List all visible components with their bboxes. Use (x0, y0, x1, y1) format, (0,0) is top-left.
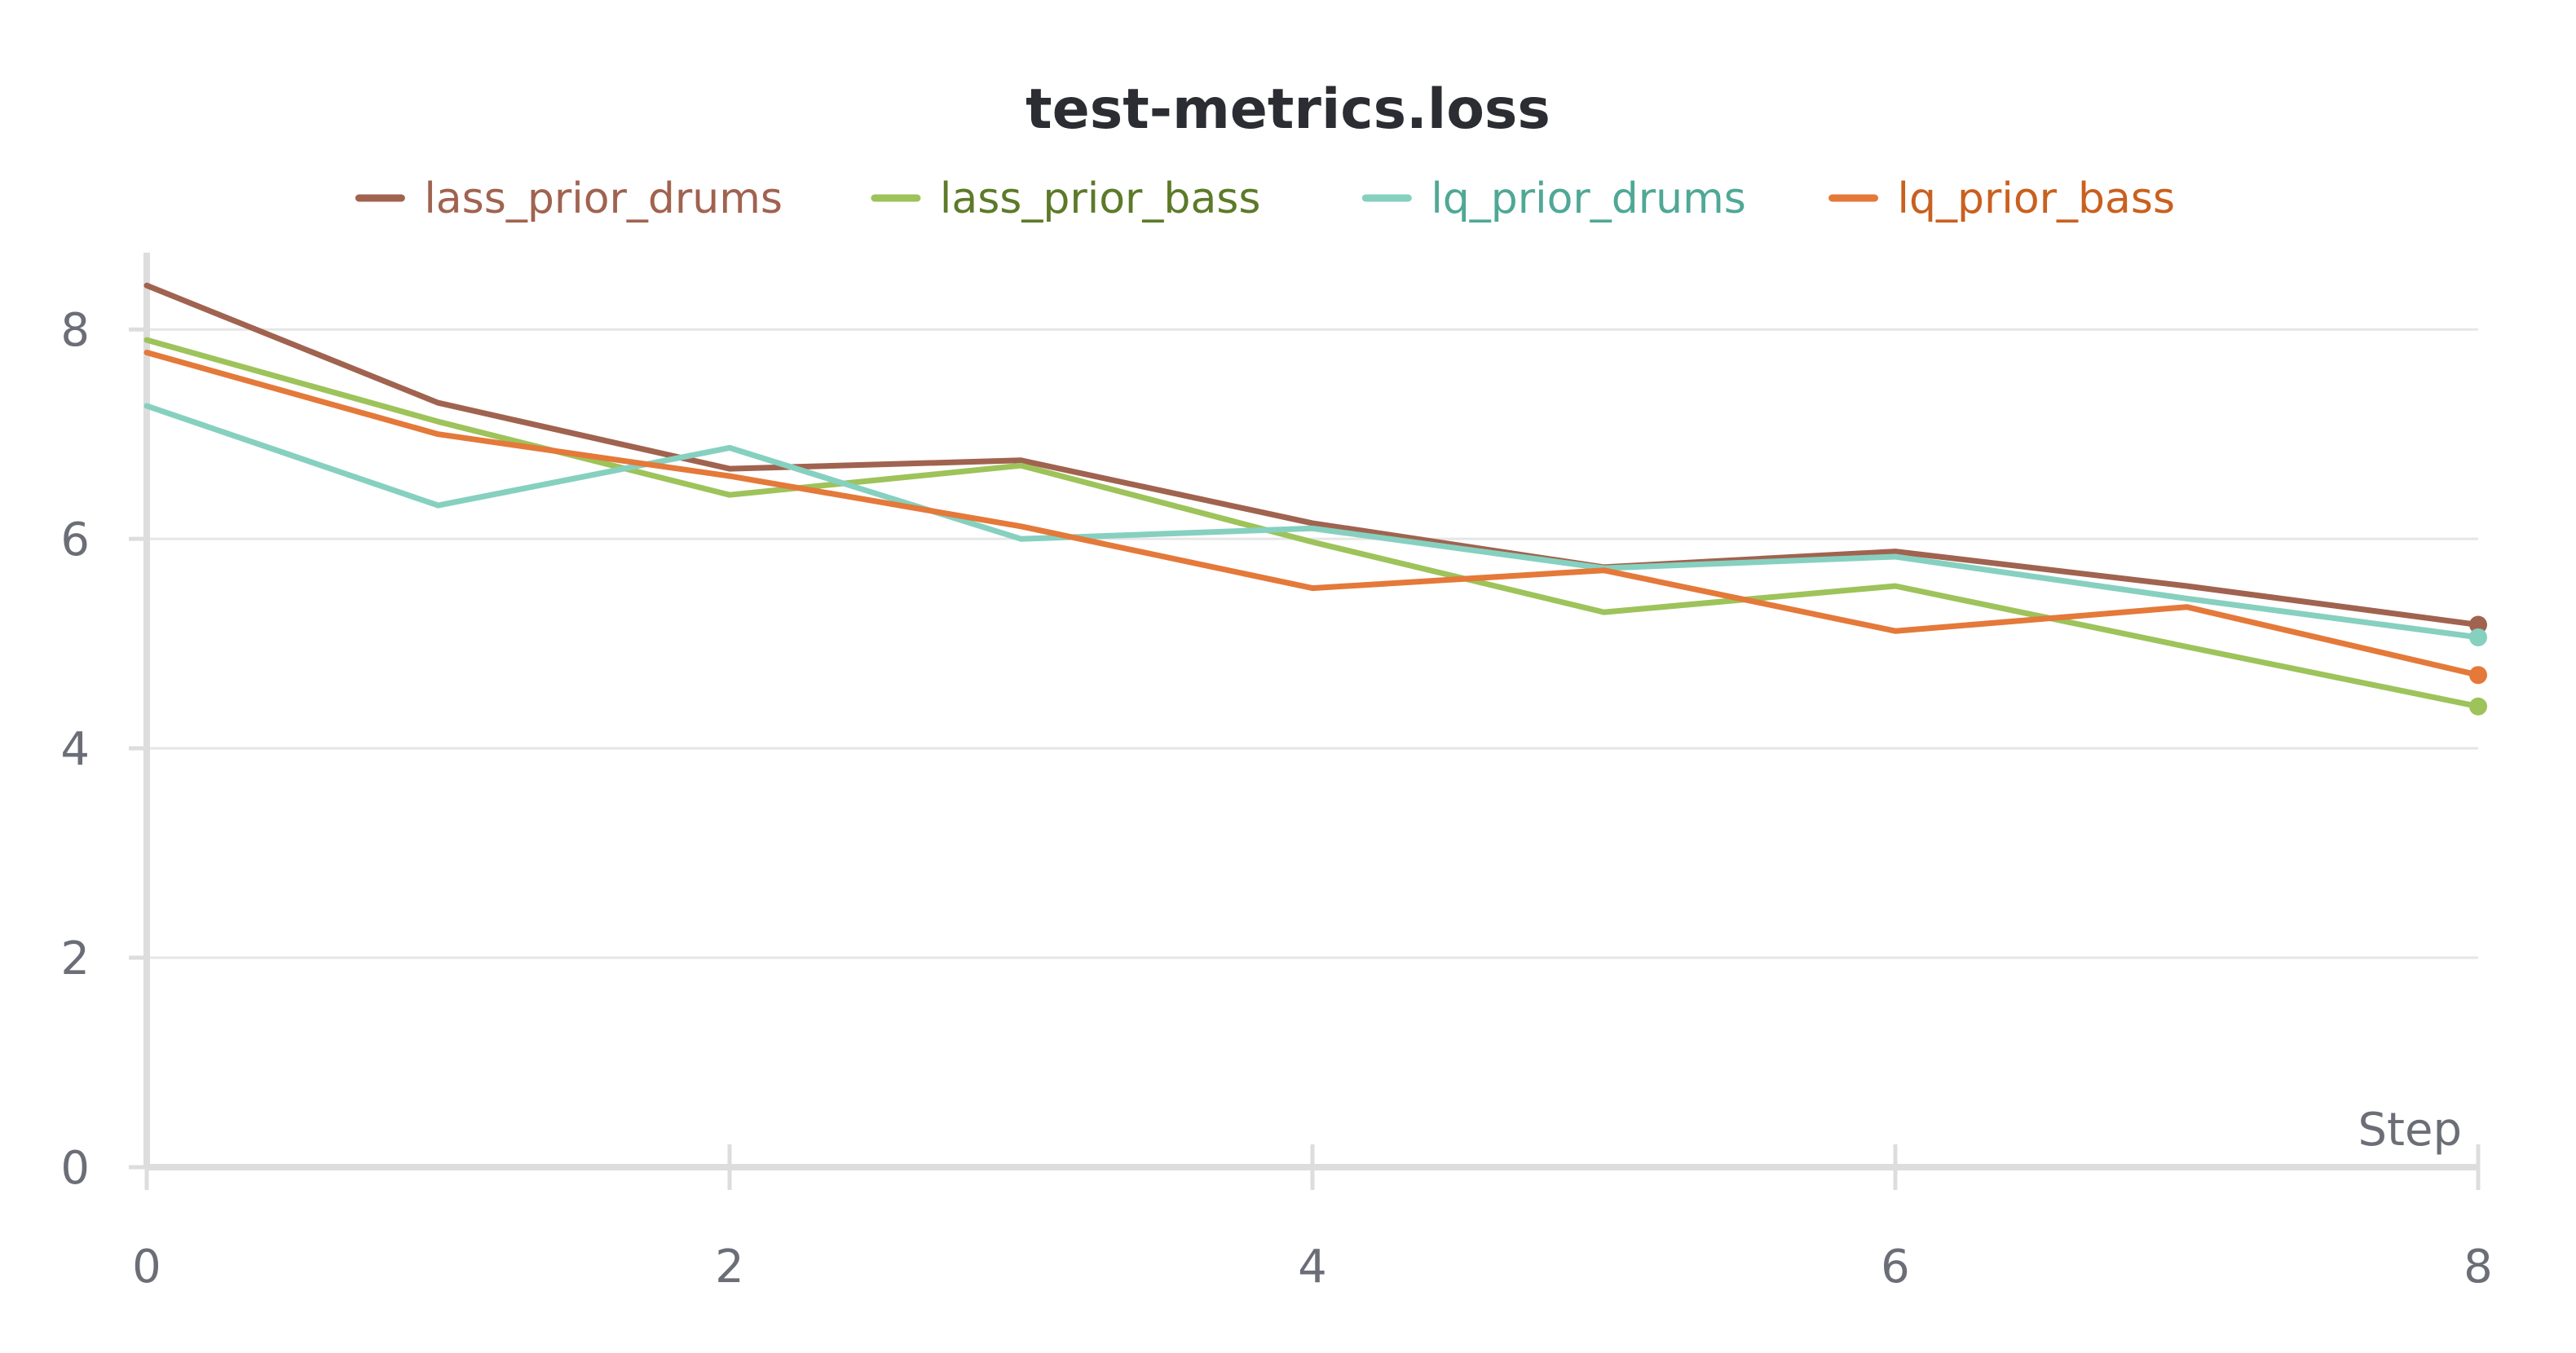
x-axis-title: Step (2358, 1104, 2462, 1157)
legend-label: lass_prior_bass (940, 174, 1261, 223)
series-group (143, 282, 2487, 716)
x-tick-label-0: 0 (132, 1241, 161, 1294)
grid (147, 328, 2478, 959)
axes: 0 2 4 6 8 0 2 4 6 8 (60, 253, 2493, 1294)
y-tick-label-0: 0 (60, 1142, 90, 1195)
chart-title: test-metrics.loss (1026, 77, 1550, 142)
data-point-lq_prior_drums-8[interactable] (2469, 628, 2487, 646)
y-tick-label-2: 2 (60, 932, 90, 985)
legend-label: lq_prior_drums (1431, 174, 1746, 223)
x-tick-label-2: 2 (715, 1241, 744, 1294)
x-tick-label-4: 4 (1298, 1241, 1327, 1294)
legend: lass_prior_drums lass_prior_bass lq_prior_… (355, 174, 2176, 223)
legend-item-lass_prior_bass[interactable]: lass_prior_bass (871, 174, 1261, 223)
series-lq_prior_bass (143, 350, 2487, 685)
series-line-lq_prior_drums[interactable] (143, 403, 2481, 641)
legend-item-lq_prior_bass[interactable]: lq_prior_bass (1828, 174, 2176, 223)
y-tick-label-8: 8 (60, 304, 90, 357)
series-line-lq_prior_bass[interactable] (143, 350, 2481, 678)
legend-item-lq_prior_drums[interactable]: lq_prior_drums (1361, 174, 1746, 223)
x-tick-label-8: 8 (2464, 1241, 2493, 1294)
legend-item-lass_prior_drums[interactable]: lass_prior_drums (355, 174, 783, 223)
y-tick-label-6: 6 (60, 513, 90, 566)
x-tick-label-6: 6 (1881, 1241, 1910, 1294)
series-line-lass_prior_drums[interactable] (143, 282, 2481, 628)
data-point-lass_prior_bass-8[interactable] (2469, 697, 2487, 716)
legend-label: lass_prior_drums (424, 174, 783, 223)
series-lass_prior_drums (143, 282, 2487, 634)
data-point-lass_prior_drums-8[interactable] (2469, 615, 2487, 634)
y-tick-label-4: 4 (60, 723, 90, 776)
data-point-lq_prior_bass-8[interactable] (2469, 666, 2487, 685)
legend-label: lq_prior_bass (1898, 174, 2176, 223)
series-lq_prior_drums (143, 403, 2487, 646)
